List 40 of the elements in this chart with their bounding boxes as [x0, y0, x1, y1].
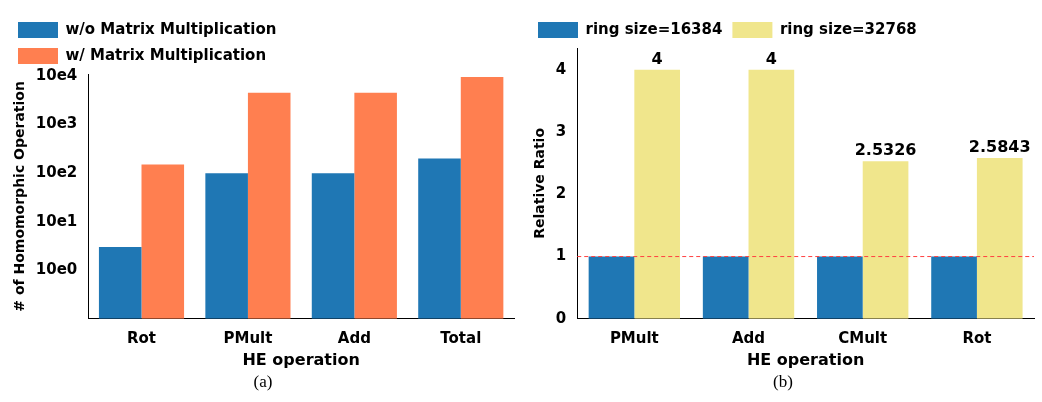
bar [588, 256, 635, 319]
legend-label: w/ Matrix Multiplication [65, 45, 267, 64]
bar [634, 69, 681, 319]
bar [817, 256, 863, 319]
bar [862, 161, 909, 319]
x-axis-title: HE operation [242, 349, 360, 369]
y-axis-title: Relative Ratio [531, 127, 548, 239]
text: (a) [252, 372, 274, 392]
y-tick-label: 0 [555, 308, 567, 327]
y-tick-label: 10e0 [35, 260, 78, 279]
x-axis-title: HE operation [746, 349, 865, 369]
y-tick-label: 10e4 [35, 65, 78, 84]
bar [748, 69, 795, 319]
bar [976, 157, 1023, 319]
y-axis-title: # of Homomorphic Operation [11, 81, 28, 312]
x-tick-label: Rot [126, 328, 157, 347]
x-tick-label: Total [440, 328, 482, 347]
x-tick-label: Rot [962, 328, 992, 347]
data-label: 4 [765, 48, 777, 68]
data-label: 2.5326 [854, 140, 917, 160]
data-label: 2.5843 [968, 137, 1031, 157]
x-tick-label: CMult [838, 328, 888, 347]
data-label: 4 [651, 48, 663, 68]
text: (b) [772, 372, 794, 392]
y-tick-label: 2 [555, 184, 567, 203]
y-tick-label: 10e3 [35, 114, 78, 133]
y-tick-label: 10e2 [35, 163, 78, 182]
legend-label: ring size=32768 [779, 19, 917, 38]
legend-label: ring size=16384 [585, 19, 723, 38]
y-tick-label: 1 [555, 246, 567, 265]
y-tick-label: 3 [555, 121, 567, 140]
x-tick-label: PMult [609, 328, 659, 347]
bar [702, 256, 749, 319]
x-tick-label: Add [337, 328, 371, 347]
x-tick-label: PMult [223, 328, 273, 347]
x-tick-label: Add [731, 328, 766, 347]
legend-label: w/o Matrix Multiplication [65, 19, 277, 38]
bar [931, 256, 977, 319]
y-tick-label: 10e1 [35, 211, 78, 230]
y-tick-label: 4 [555, 59, 567, 78]
